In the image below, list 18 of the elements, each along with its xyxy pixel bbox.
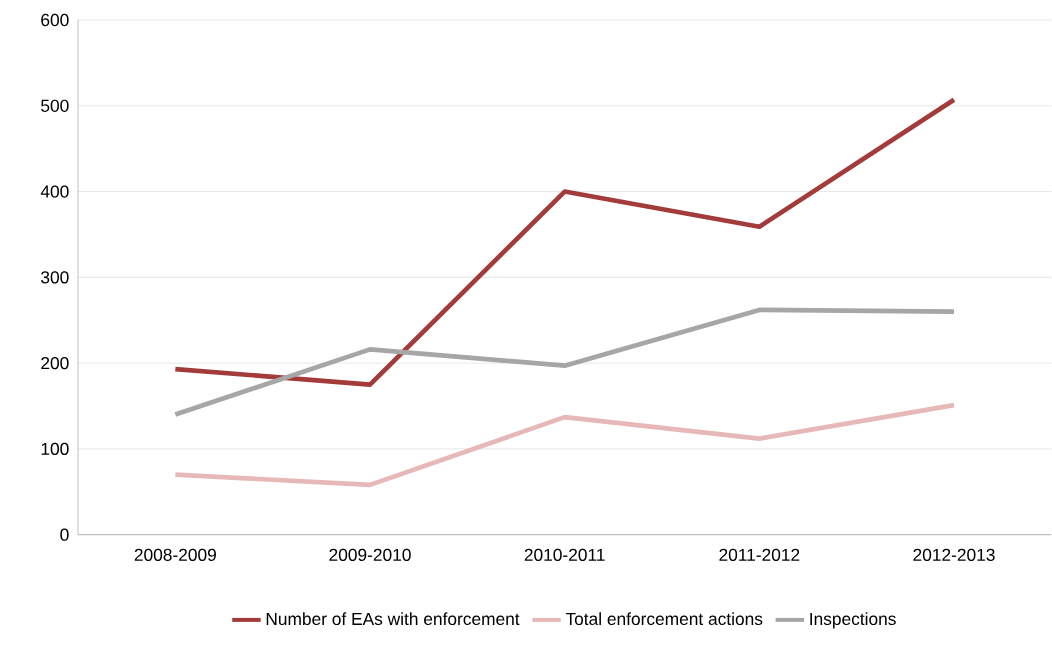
y-tick-label: 400: [40, 185, 69, 198]
x-tick-label: 2008-2009: [134, 548, 216, 561]
legend-label: Number of EAs with enforcement: [266, 612, 520, 626]
y-tick-label: 300: [41, 271, 69, 284]
x-tick-label: 2012-2013: [913, 548, 995, 561]
y-tick-label: 200: [41, 356, 69, 370]
line-series: [173, 97, 957, 387]
line-series: [173, 307, 957, 417]
y-tick-label: 500: [41, 99, 69, 112]
y-tick-label: 100: [41, 442, 69, 456]
y-tick-label: 600: [41, 13, 69, 27]
line-series: [173, 402, 957, 488]
x-tick-label: 2011-2012: [719, 548, 800, 561]
x-tick-label: 2010-2011: [524, 548, 605, 561]
legend-label: Inspections: [810, 612, 896, 629]
legend-label: Total enforcement actions: [565, 612, 763, 626]
x-tick-label: 2009-2010: [329, 548, 411, 561]
y-tick-label: 0: [60, 528, 69, 541]
